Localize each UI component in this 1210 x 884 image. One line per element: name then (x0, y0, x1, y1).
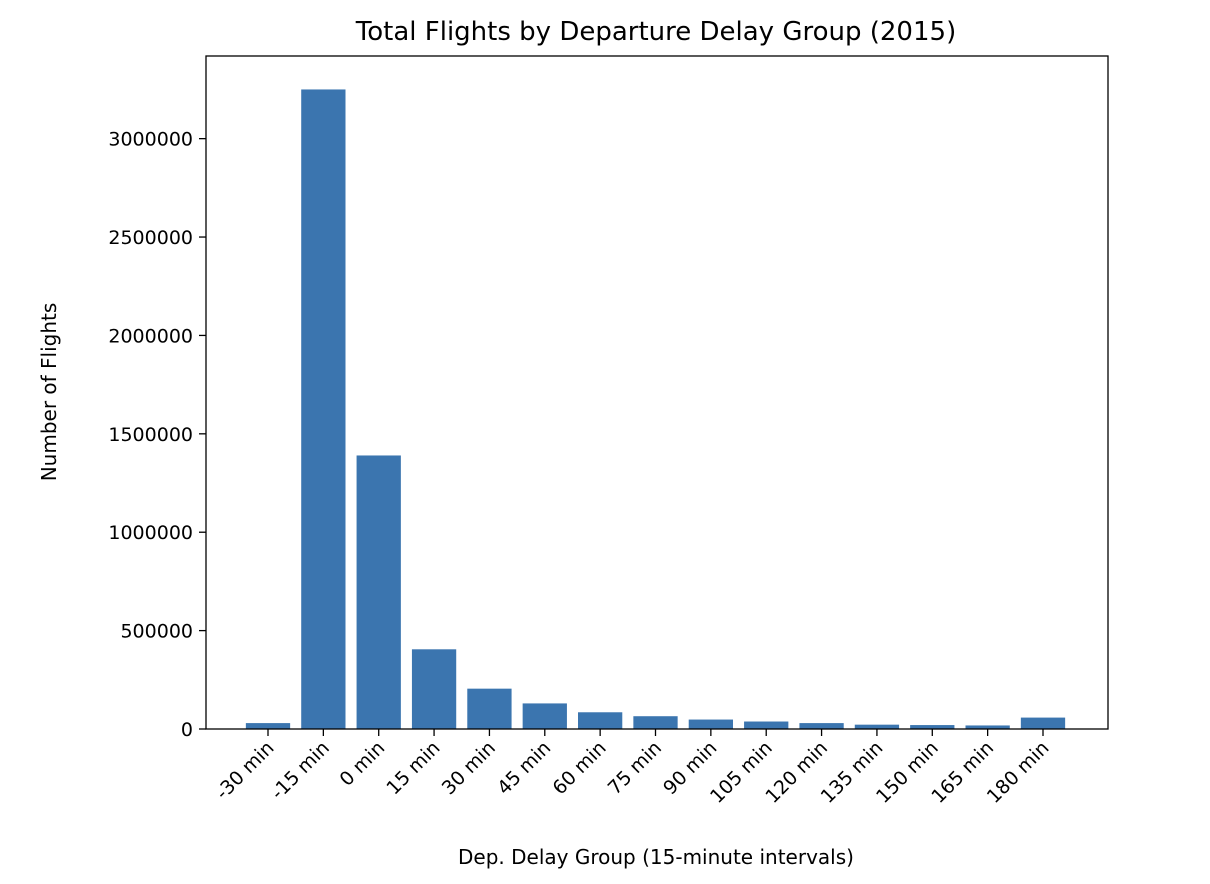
x-tick-label: 75 min (604, 737, 666, 799)
x-tick-label: -15 min (267, 737, 334, 804)
bar-75-min (633, 716, 678, 729)
bar--15-min (301, 89, 346, 729)
plot-frame (205, 55, 1109, 730)
bar-45-min (522, 703, 567, 729)
y-tick-label: 1000000 (108, 522, 193, 544)
x-tick-label: -30 min (211, 737, 278, 804)
y-tick-label: 2500000 (108, 227, 193, 249)
x-tick-label: 60 min (548, 737, 610, 799)
x-tick-label: 15 min (382, 737, 444, 799)
x-tick-label: 30 min (438, 737, 500, 799)
bars (245, 89, 1066, 729)
y-axis-label: Number of Flights (37, 303, 61, 482)
y-tick-label: 3000000 (108, 129, 193, 151)
y-tick-label: 0 (181, 719, 193, 741)
x-tick-label: 0 min (336, 737, 390, 791)
x-tick-label: 45 min (493, 737, 555, 799)
y-axis: 0 500000 1000000 1500000 2000000 2500000 30000… (108, 129, 206, 741)
y-tick-label: 1500000 (108, 424, 193, 446)
x-tick-label: 180 min (983, 737, 1054, 808)
bar-165-min (965, 725, 1010, 729)
x-axis-label: Dep. Delay Group (15-minute intervals) (458, 845, 854, 869)
bar-15-min (411, 649, 457, 729)
bar-90-min (688, 719, 733, 729)
y-tick-label: 500000 (120, 621, 193, 643)
chart-title: Total Flights by Departure Delay Group (… (355, 17, 956, 47)
bar-180-min (1020, 717, 1066, 729)
bar--30-min (245, 723, 291, 729)
bar-60-min (578, 712, 623, 729)
bar-135-min (854, 724, 900, 729)
bar-105-min (744, 721, 789, 729)
bar-150-min (910, 725, 955, 729)
bar-0-min (356, 455, 401, 729)
y-tick-label: 2000000 (108, 325, 193, 347)
bar-120-min (799, 723, 844, 729)
bar-30-min (467, 688, 512, 729)
